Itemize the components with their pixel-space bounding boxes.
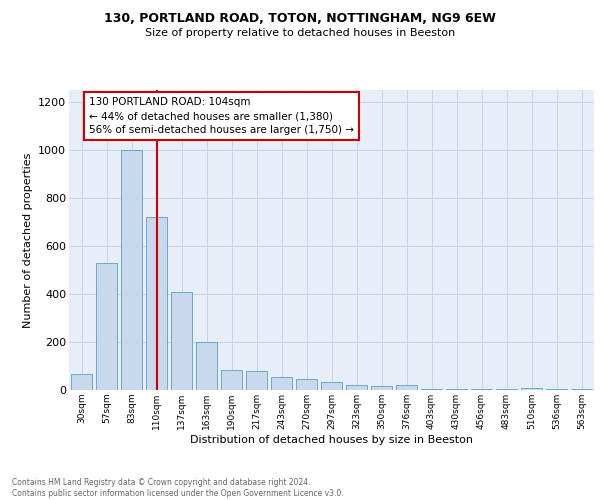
Bar [196, 342, 217, 390]
Bar [471, 389, 492, 390]
Bar [371, 386, 392, 390]
Bar [521, 388, 542, 390]
Bar [296, 379, 317, 390]
Bar [96, 263, 117, 390]
Text: Contains HM Land Registry data © Crown copyright and database right 2024.
Contai: Contains HM Land Registry data © Crown c… [12, 478, 344, 498]
Y-axis label: Number of detached properties: Number of detached properties [23, 152, 32, 328]
Bar [496, 389, 517, 390]
Bar [221, 370, 242, 390]
Bar [246, 371, 267, 390]
Bar [271, 377, 292, 390]
Text: 130, PORTLAND ROAD, TOTON, NOTTINGHAM, NG9 6EW: 130, PORTLAND ROAD, TOTON, NOTTINGHAM, N… [104, 12, 496, 26]
Text: Size of property relative to detached houses in Beeston: Size of property relative to detached ho… [145, 28, 455, 38]
Bar [546, 389, 567, 390]
Text: 130 PORTLAND ROAD: 104sqm
← 44% of detached houses are smaller (1,380)
56% of se: 130 PORTLAND ROAD: 104sqm ← 44% of detac… [89, 97, 354, 135]
Bar [71, 374, 92, 390]
Bar [321, 382, 342, 390]
X-axis label: Distribution of detached houses by size in Beeston: Distribution of detached houses by size … [190, 434, 473, 444]
Bar [446, 389, 467, 390]
Bar [421, 389, 442, 390]
Bar [571, 389, 592, 390]
Bar [121, 150, 142, 390]
Bar [171, 292, 192, 390]
Bar [346, 385, 367, 390]
Bar [396, 385, 417, 390]
Bar [146, 217, 167, 390]
